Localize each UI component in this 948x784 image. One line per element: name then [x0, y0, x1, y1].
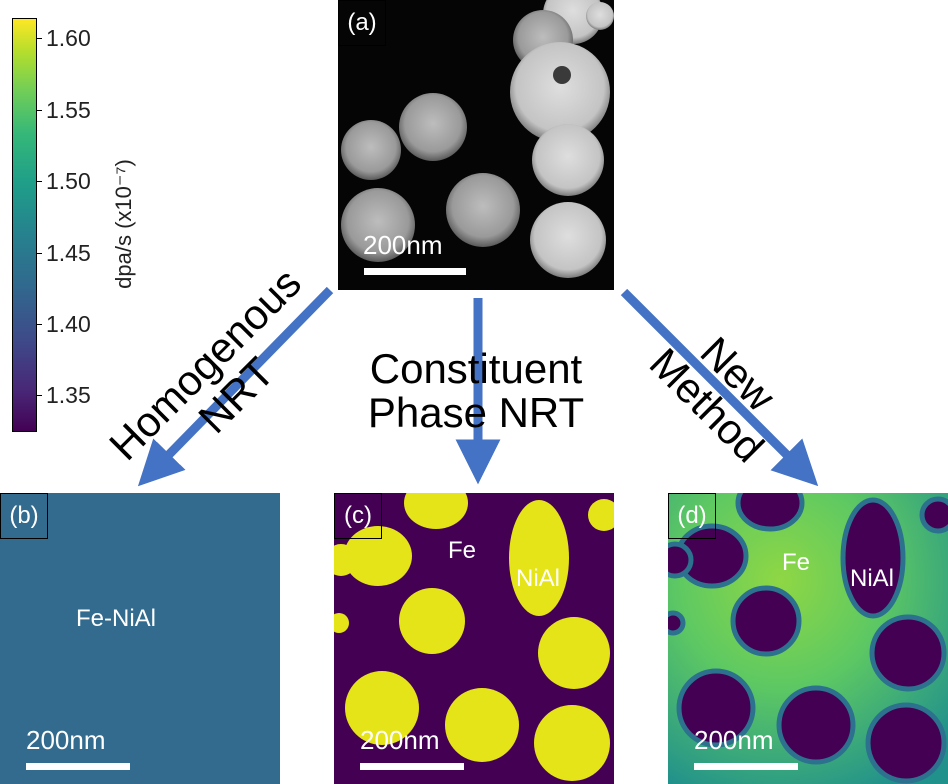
- phase-label-fe: Fe: [448, 537, 477, 564]
- method-label-constituent-phase: Constituent Phase NRT: [367, 344, 585, 436]
- scalebar: [26, 763, 130, 770]
- method-label-line: Constituent: [369, 344, 583, 392]
- scalebar-label: 200nm: [363, 230, 443, 260]
- method-label-line: Phase NRT: [367, 389, 585, 436]
- scalebar: [360, 763, 464, 770]
- colorbar-tick-label: 1.55: [46, 97, 91, 123]
- arrow-to-panel-b: [137, 286, 334, 487]
- panel-a-micrograph: (a) 200nm: [338, 0, 614, 290]
- panel-a-tag: (a): [338, 0, 386, 46]
- scalebar-label: 200nm: [26, 725, 106, 755]
- colorbar-tick-label: 1.35: [46, 382, 91, 408]
- arrow-to-panel-d: [620, 288, 819, 487]
- panel-c-constituent-phase-map: (c) Fe NiAl 200nm: [334, 493, 614, 784]
- phase-label-nial: NiAl: [850, 565, 895, 592]
- panel-b-homogenous-map: (b) Fe-NiAl 200nm: [0, 493, 280, 784]
- panel-d-tag: (d): [668, 493, 716, 539]
- phase-label-fe: Fe: [782, 549, 811, 576]
- colorbar-tick: [36, 395, 42, 396]
- panel-b-tag: (b): [0, 493, 48, 539]
- colorbar-tick: [36, 324, 42, 325]
- panel-d-new-method-map: (d) Fe NiAl 200nm: [668, 493, 948, 784]
- scalebar: [694, 763, 798, 770]
- phase-label-nial: NiAl: [516, 565, 561, 592]
- colorbar: [12, 18, 37, 432]
- scalebar-label: 200nm: [694, 725, 774, 755]
- new-method-map-image: [668, 493, 948, 784]
- colorbar-tick: [36, 110, 42, 111]
- colorbar-tick-label: 1.45: [46, 240, 91, 266]
- panel-c-tag: (c): [334, 493, 382, 539]
- phase-map-image: [334, 493, 614, 781]
- colorbar-tick: [36, 181, 42, 182]
- colorbar-tick: [36, 253, 42, 254]
- colorbar-tick-label: 1.40: [46, 311, 91, 337]
- colorbar-tick: [36, 38, 42, 39]
- colorbar-tick-label: 1.50: [46, 168, 91, 194]
- micrograph-image: [341, 0, 614, 278]
- scalebar: [364, 268, 466, 275]
- colorbar-tick-label: 1.60: [46, 25, 91, 51]
- phase-label-fe-nial: Fe-NiAl: [76, 605, 157, 632]
- scalebar-label: 200nm: [360, 725, 440, 755]
